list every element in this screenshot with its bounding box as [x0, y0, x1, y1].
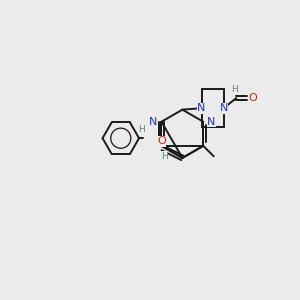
- Text: H: H: [138, 125, 145, 134]
- Text: H: H: [231, 85, 238, 94]
- Text: N: N: [207, 117, 216, 127]
- Text: H: H: [161, 152, 167, 161]
- Text: O: O: [248, 93, 257, 103]
- Text: N: N: [149, 117, 158, 127]
- Text: O: O: [157, 136, 166, 146]
- Text: N: N: [219, 103, 228, 113]
- Text: N: N: [197, 103, 206, 113]
